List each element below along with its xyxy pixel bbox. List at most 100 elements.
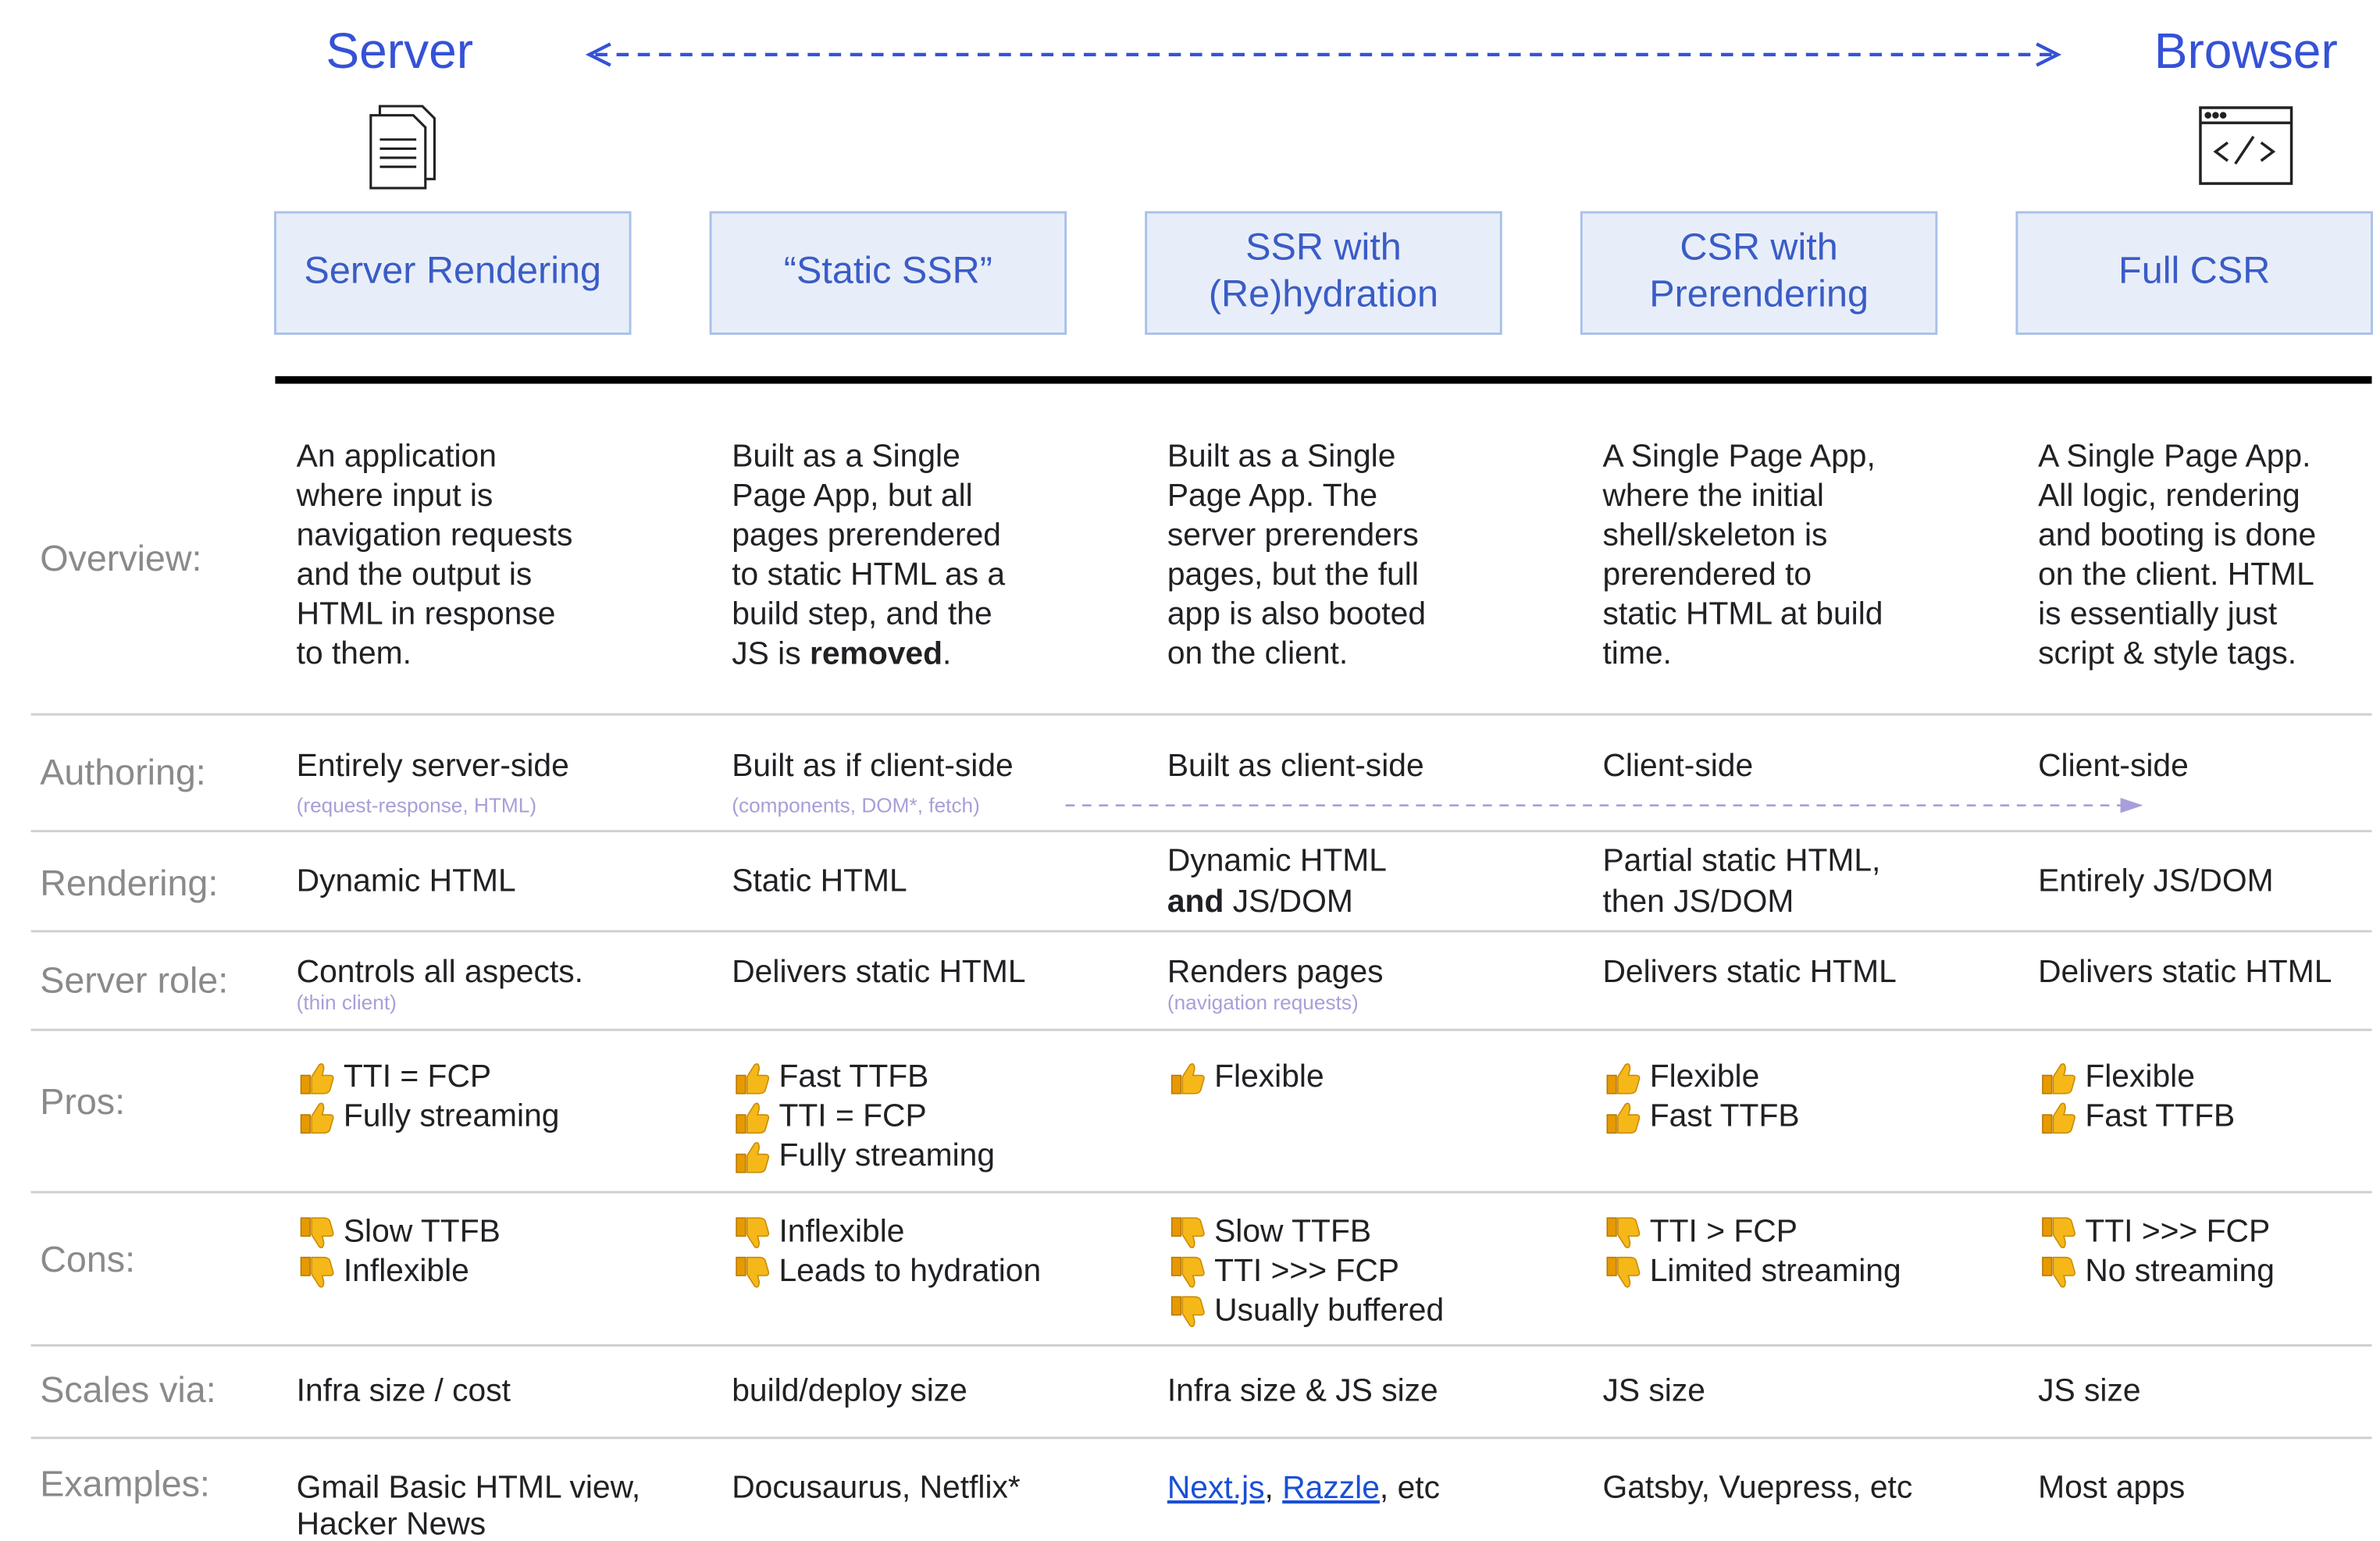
thumb-cuff [2042, 1217, 2053, 1237]
cell-text: to static HTML as a [732, 556, 1005, 592]
cell-text: pages prerendered [732, 517, 1001, 553]
thumb-cuff [736, 1074, 746, 1094]
cell-text: Hacker News [297, 1505, 486, 1541]
cell-text: Entirely JS/DOM [2038, 863, 2274, 899]
bold-run: and [1167, 883, 1224, 919]
thumbs-up-icon [300, 1102, 334, 1134]
thumbs-down-icon [1606, 1256, 1641, 1288]
thumb-shape [746, 1256, 770, 1288]
thumb-shape [1617, 1102, 1641, 1134]
thumb-cuff [736, 1217, 746, 1237]
row-label: Examples: [40, 1463, 210, 1504]
cell-text: is essentially just [2038, 596, 2278, 632]
cell-text: Client-side [1602, 747, 1753, 783]
cell-text: No streaming [2085, 1252, 2275, 1288]
cell-text: Most apps [2038, 1469, 2185, 1505]
text-run: JS/DOM [1224, 883, 1352, 919]
cell-note: (request-response, HTML) [297, 794, 536, 817]
thumb-shape [746, 1063, 770, 1094]
cell-text: Fast TTFB [2085, 1098, 2235, 1134]
cell-text: to them. [297, 635, 412, 671]
thumbs-down-icon [736, 1256, 770, 1288]
cell-text: shell/skeleton is [1602, 517, 1827, 553]
cell-text: and booting is done [2038, 517, 2316, 553]
thumb-cuff [1170, 1217, 1182, 1237]
thumb-shape [2052, 1217, 2075, 1248]
cell-text: JS size [1602, 1372, 1705, 1408]
thumb-shape [746, 1102, 770, 1134]
link[interactable]: Razzle [1282, 1469, 1380, 1505]
header-rule [275, 375, 2372, 384]
cell-text: TTI >>> FCP [1214, 1252, 1399, 1288]
thumb-shape [1181, 1217, 1205, 1248]
column-box [2015, 211, 2373, 335]
thumb-shape [1181, 1296, 1205, 1327]
thumb-cuff [2042, 1114, 2053, 1134]
cell-text: and the output is [297, 556, 533, 592]
cell-text: app is also booted [1167, 596, 1426, 632]
cell-text: TTI = FCP [344, 1058, 491, 1094]
cell-text: JS is removed. [732, 635, 951, 671]
thumb-cuff [300, 1217, 311, 1237]
cell-text: where input is [296, 477, 493, 513]
cell-text: Built as a Single [1167, 438, 1396, 474]
thumb-shape [1617, 1256, 1641, 1288]
cell-text: Delivers static HTML [732, 953, 1025, 989]
cell-text: Flexible [1214, 1058, 1324, 1094]
thumb-shape [1617, 1217, 1641, 1248]
cell-text: Built as client-side [1167, 747, 1424, 783]
column-box [273, 211, 632, 335]
row-label: Scales via: [40, 1369, 216, 1410]
thumb-cuff [2042, 1256, 2053, 1276]
column-title: SSR with [1245, 226, 1402, 268]
column-title: CSR with [1680, 226, 1837, 268]
thumbs-up-icon [736, 1142, 770, 1173]
column-box [1580, 211, 1938, 335]
thumbs-down-icon [1170, 1217, 1205, 1248]
thumbs-down-icon [736, 1217, 770, 1248]
thumb-shape [311, 1063, 334, 1094]
cell-text: build/deploy size [732, 1372, 967, 1408]
cell-text: All logic, rendering [2038, 477, 2300, 513]
cell-text: Built as a Single [732, 438, 960, 474]
thumbs-down-icon [300, 1256, 334, 1288]
thumb-shape [311, 1256, 334, 1288]
cell-text: Fast TTFB [1650, 1098, 1800, 1134]
cell-text: JS size [2038, 1372, 2141, 1408]
thumb-cuff [736, 1114, 746, 1134]
column-title: “Static SSR” [784, 250, 992, 292]
cell-note: (navigation requests) [1167, 991, 1359, 1014]
cell-text: Fully streaming [778, 1137, 995, 1173]
cell-text: on the client. [1167, 635, 1348, 671]
thumb-shape [2052, 1256, 2075, 1288]
thumb-cuff [300, 1074, 311, 1094]
cell-text: Inflexible [778, 1212, 904, 1248]
cell-text: Dynamic HTML [297, 863, 516, 899]
thumbs-up-icon [2042, 1063, 2075, 1094]
thumbs-down-icon [1170, 1256, 1205, 1288]
cell-text: Slow TTFB [344, 1212, 501, 1248]
thumb-cuff [2042, 1074, 2053, 1094]
cell-text: build step, and the [732, 596, 992, 632]
cell-text: Dynamic HTML [1167, 842, 1387, 877]
cell-note: (components, DOM*, fetch) [732, 794, 980, 817]
thumb-cuff [300, 1256, 311, 1276]
cell-text: navigation requests [297, 517, 573, 553]
bold-run: removed [810, 635, 942, 671]
thumbs-down-icon [1170, 1296, 1205, 1327]
thumb-cuff [1606, 1217, 1617, 1237]
cell-text: Fast TTFB [778, 1058, 928, 1094]
cell-text: Infra size & JS size [1167, 1372, 1438, 1408]
cell-text: Static HTML [732, 863, 907, 899]
cell-text: pages, but the full [1167, 556, 1419, 592]
link[interactable]: Next.js [1167, 1469, 1265, 1505]
row-label: Authoring: [40, 752, 205, 792]
row-label: Cons: [40, 1239, 135, 1279]
thumbs-up-icon [736, 1063, 770, 1094]
thumb-cuff [736, 1153, 746, 1173]
column-title: Prerendering [1649, 273, 1869, 315]
authoring-arrow [1065, 798, 2143, 813]
thumbs-up-icon [300, 1063, 334, 1094]
cell-text: Limited streaming [1650, 1252, 1901, 1288]
